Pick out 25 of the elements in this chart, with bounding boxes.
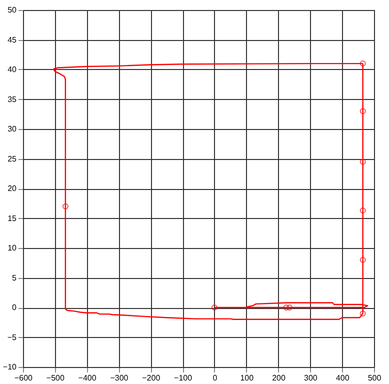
x-tick-label: 500 xyxy=(368,374,382,382)
y-tick-label: 15 xyxy=(8,214,18,223)
y-tick-label: 50 xyxy=(8,6,18,14)
y-tick-label: 5 xyxy=(12,273,18,282)
x-tick-label: 0 xyxy=(212,374,218,382)
y-tick-label: 35 xyxy=(8,94,18,104)
y-tick-label: 30 xyxy=(8,124,18,134)
y-tick-label: 45 xyxy=(8,35,18,44)
y-tick-label: 25 xyxy=(8,154,18,164)
y-tick-label: 0 xyxy=(12,303,18,312)
x-tick-label: −400 xyxy=(78,374,97,382)
x-tick-label: 400 xyxy=(336,374,350,382)
x-tick-label: 200 xyxy=(272,374,286,382)
x-tick-label: −100 xyxy=(174,374,193,382)
y-tick-label: 20 xyxy=(8,184,18,193)
y-tick-label: 40 xyxy=(8,65,18,74)
x-tick-label: −600 xyxy=(14,374,34,382)
x-tick-label: −500 xyxy=(46,374,65,382)
x-tick-label: 300 xyxy=(304,374,318,382)
x-tick-label: −300 xyxy=(110,374,129,382)
x-tick-label: 100 xyxy=(240,374,254,382)
y-tick-label: 10 xyxy=(8,244,18,252)
y-tick-label: −5 xyxy=(7,332,18,342)
y-tick-label: −10 xyxy=(2,362,18,372)
x-tick-label: −200 xyxy=(142,374,161,382)
